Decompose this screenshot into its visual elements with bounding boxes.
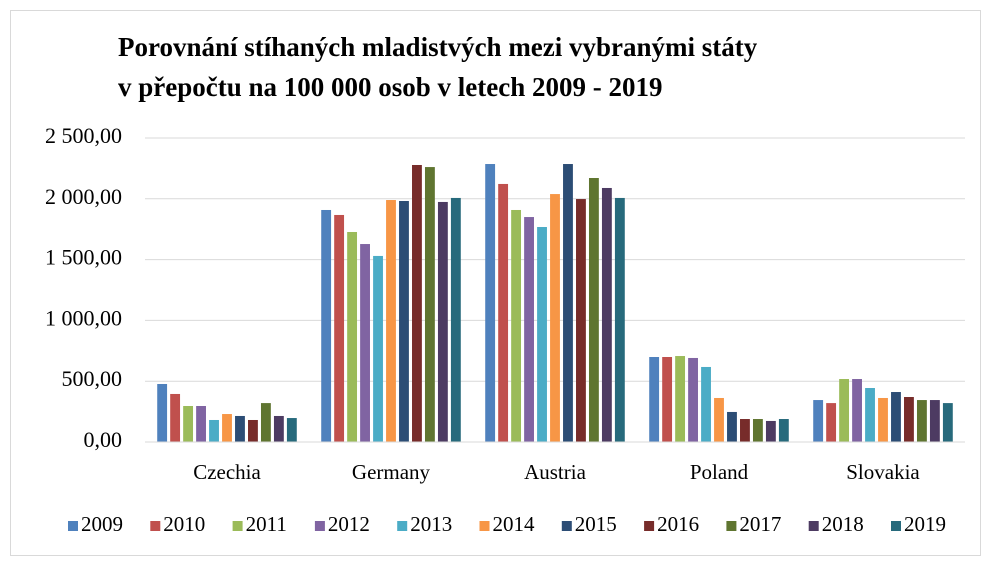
bar	[412, 164, 422, 443]
bar	[273, 415, 284, 442]
bar	[740, 419, 750, 442]
legend-swatch	[644, 521, 655, 531]
chart-frame	[10, 10, 981, 556]
bar	[662, 357, 673, 442]
bar	[904, 397, 914, 442]
bar	[209, 419, 219, 442]
bar	[727, 411, 737, 442]
bar	[852, 379, 862, 442]
bar	[942, 403, 953, 442]
bar	[235, 415, 245, 442]
legend-swatch	[808, 521, 819, 531]
bar	[347, 231, 358, 442]
y-tick-label: 2 000,00	[45, 184, 122, 209]
bar	[498, 183, 509, 443]
legend-label: 2011	[246, 512, 287, 536]
bar	[588, 178, 599, 442]
bar	[450, 197, 461, 442]
legend-swatch	[479, 521, 490, 531]
bar	[701, 366, 711, 442]
legend-label: 2017	[739, 512, 781, 536]
bar	[360, 244, 370, 442]
bar	[222, 414, 232, 442]
legend-label: 2009	[81, 512, 123, 536]
bar	[614, 197, 625, 442]
x-tick-label: Czechia	[193, 460, 261, 484]
bar	[778, 419, 789, 442]
bar	[286, 418, 297, 442]
x-tick-label: Austria	[524, 460, 587, 484]
legend-label: 2012	[328, 512, 370, 536]
y-tick-label: 0,00	[84, 427, 123, 452]
bar	[248, 419, 258, 442]
bar	[437, 201, 448, 442]
bar	[865, 388, 875, 442]
legend-label: 2010	[163, 512, 205, 536]
bar	[813, 400, 824, 442]
legend-label: 2015	[575, 512, 617, 536]
bar	[537, 227, 547, 442]
bar	[688, 357, 698, 442]
legend-swatch	[68, 521, 78, 531]
y-tick-label: 2 500,00	[45, 123, 122, 148]
bar	[399, 200, 409, 442]
legend-swatch	[891, 521, 901, 531]
bar	[649, 357, 660, 442]
bar	[563, 164, 573, 442]
bar	[424, 167, 435, 443]
bar	[826, 403, 837, 442]
bar	[170, 393, 181, 442]
x-tick-label: Slovakia	[846, 460, 920, 484]
bar	[196, 406, 206, 442]
legend-swatch	[397, 521, 408, 531]
bar	[511, 209, 522, 442]
legend-swatch	[561, 521, 572, 531]
bar	[334, 214, 345, 442]
bar	[524, 217, 534, 442]
bar	[675, 356, 686, 442]
chart-title: v přepočtu na 100 000 osob v letech 2009…	[118, 72, 662, 102]
y-tick-label: 1 500,00	[45, 245, 122, 270]
x-tick-label: Germany	[352, 460, 431, 484]
legend-label: 2014	[493, 512, 536, 536]
bar	[891, 392, 901, 442]
bar	[576, 199, 586, 442]
bar	[321, 209, 332, 442]
legend-label: 2013	[410, 512, 452, 536]
bar	[373, 255, 383, 442]
legend-swatch	[314, 521, 325, 531]
bar	[752, 419, 763, 442]
legend-swatch	[150, 521, 161, 531]
bar	[550, 194, 560, 442]
x-tick-label: Poland	[690, 460, 749, 484]
bar	[183, 406, 194, 442]
bar	[386, 200, 396, 442]
bar	[916, 400, 927, 442]
legend-label: 2016	[657, 512, 699, 536]
y-tick-label: 500,00	[62, 366, 123, 391]
bar	[601, 187, 612, 442]
bar	[714, 397, 724, 442]
bar	[260, 403, 271, 442]
y-tick-label: 1 000,00	[45, 305, 122, 330]
legend-label: 2019	[904, 512, 946, 536]
bar	[878, 397, 888, 442]
bar	[929, 400, 940, 442]
legend-label: 2018	[822, 512, 864, 536]
chart-title: Porovnání stíhaných mladistvých mezi vyb…	[118, 32, 758, 62]
bar	[839, 379, 850, 442]
bar	[765, 420, 776, 442]
legend-swatch	[726, 521, 737, 531]
legend-swatch	[232, 521, 243, 531]
bar	[485, 164, 496, 442]
bar	[157, 383, 168, 442]
